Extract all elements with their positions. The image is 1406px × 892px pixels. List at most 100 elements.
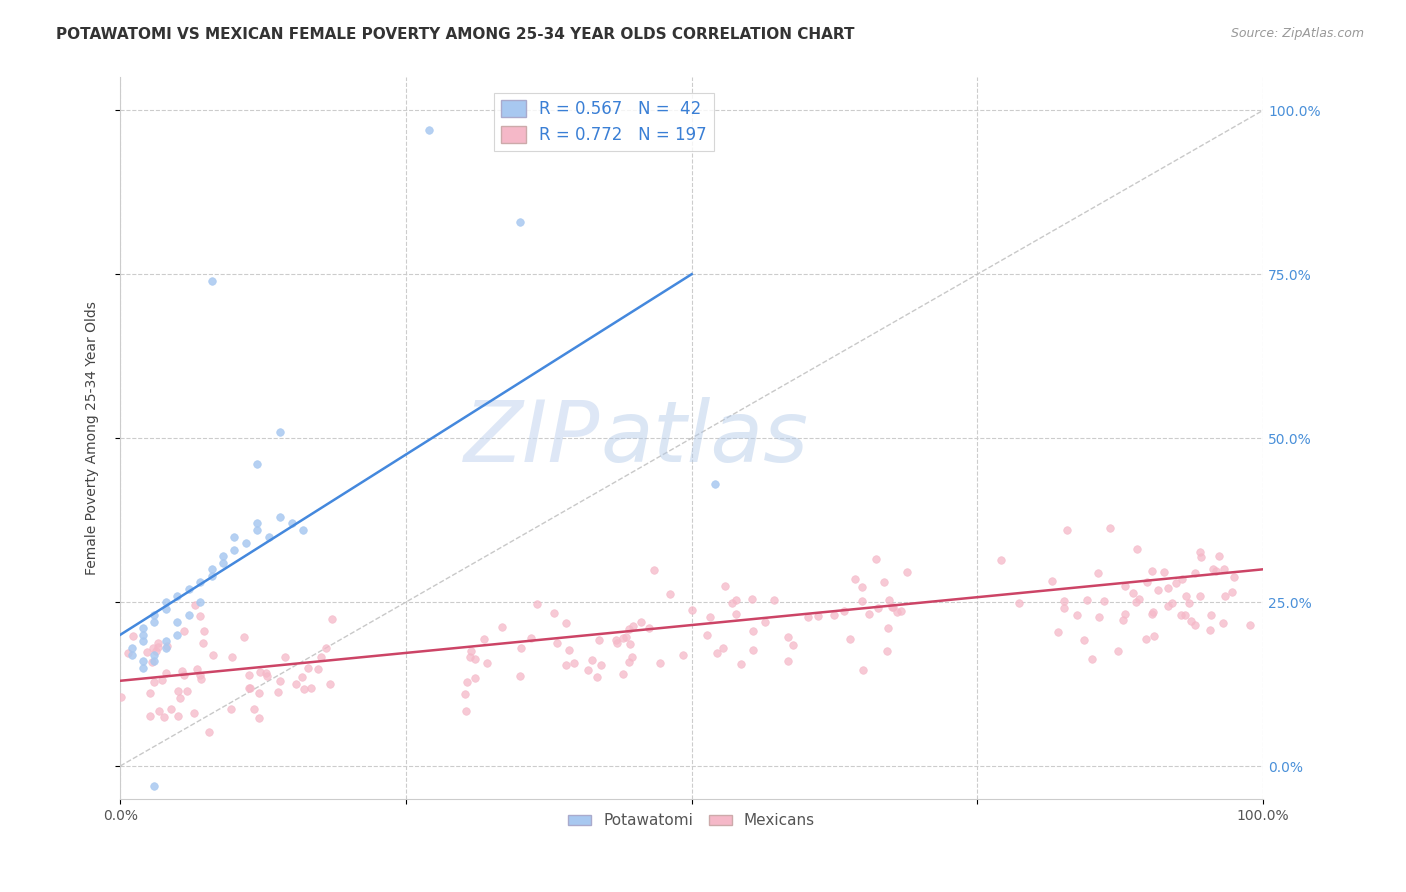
Point	[472, 632, 495, 646]
Point	[638, 621, 661, 635]
Point	[143, 779, 166, 793]
Point	[166, 709, 188, 723]
Point	[177, 582, 200, 596]
Point	[193, 624, 215, 638]
Point	[1223, 570, 1246, 584]
Point	[782, 638, 804, 652]
Point	[418, 123, 440, 137]
Point	[166, 615, 188, 629]
Point	[546, 636, 568, 650]
Point	[706, 646, 728, 660]
Point	[1205, 564, 1227, 578]
Point	[143, 654, 166, 668]
Point	[1199, 607, 1222, 622]
Point	[186, 662, 208, 676]
Point	[1189, 545, 1212, 559]
Point	[239, 681, 262, 695]
Point	[155, 639, 177, 653]
Point	[807, 608, 830, 623]
Point	[269, 509, 291, 524]
Point	[138, 686, 160, 700]
Point	[464, 651, 486, 665]
Point	[188, 668, 211, 682]
Point	[620, 650, 643, 665]
Point	[155, 595, 177, 609]
Point	[1126, 541, 1149, 556]
Point	[1047, 624, 1070, 639]
Point	[221, 650, 243, 665]
Point	[460, 644, 482, 658]
Point	[851, 594, 873, 608]
Point	[269, 673, 291, 688]
Point	[606, 636, 628, 650]
Point	[292, 523, 315, 537]
Point	[823, 608, 845, 623]
Point	[238, 681, 260, 695]
Point	[562, 656, 585, 670]
Point	[851, 580, 873, 594]
Point	[754, 615, 776, 630]
Point	[1008, 596, 1031, 610]
Point	[456, 674, 478, 689]
Point	[155, 601, 177, 615]
Point	[990, 552, 1012, 566]
Point	[776, 630, 799, 644]
Point	[150, 673, 173, 687]
Point	[246, 458, 269, 472]
Point	[1220, 585, 1243, 599]
Point	[284, 677, 307, 691]
Point	[1213, 590, 1236, 604]
Point	[1081, 652, 1104, 666]
Point	[763, 593, 786, 607]
Point	[183, 706, 205, 720]
Legend: Potawatomi, Mexicans: Potawatomi, Mexicans	[562, 807, 821, 835]
Point	[235, 536, 257, 550]
Point	[509, 215, 531, 229]
Point	[184, 598, 207, 612]
Point	[247, 711, 270, 725]
Point	[1142, 606, 1164, 620]
Point	[879, 593, 901, 607]
Point	[200, 569, 222, 583]
Point	[212, 549, 235, 564]
Point	[160, 702, 183, 716]
Point	[543, 606, 565, 620]
Point	[1107, 644, 1129, 658]
Point	[612, 631, 634, 645]
Point	[720, 596, 742, 610]
Text: atlas: atlas	[600, 397, 808, 480]
Point	[200, 562, 222, 576]
Point	[1112, 613, 1135, 627]
Point	[1053, 594, 1076, 608]
Point	[844, 572, 866, 586]
Point	[1164, 576, 1187, 591]
Point	[868, 601, 890, 615]
Point	[510, 640, 533, 655]
Point	[280, 516, 302, 531]
Point	[1142, 607, 1164, 622]
Point	[555, 658, 578, 673]
Point	[319, 677, 342, 691]
Point	[711, 641, 734, 656]
Point	[1076, 593, 1098, 607]
Point	[741, 592, 763, 607]
Point	[672, 648, 695, 662]
Point	[696, 628, 718, 642]
Point	[143, 615, 166, 629]
Point	[491, 620, 513, 634]
Text: Source: ZipAtlas.com: Source: ZipAtlas.com	[1230, 27, 1364, 40]
Point	[576, 663, 599, 677]
Point	[155, 640, 177, 655]
Point	[148, 704, 170, 718]
Point	[643, 563, 665, 577]
Point	[1153, 565, 1175, 579]
Point	[299, 681, 322, 696]
Point	[269, 425, 291, 439]
Point	[166, 589, 188, 603]
Point	[619, 637, 641, 651]
Point	[581, 653, 603, 667]
Point	[132, 654, 155, 668]
Point	[294, 681, 316, 696]
Point	[1202, 562, 1225, 576]
Point	[838, 632, 860, 646]
